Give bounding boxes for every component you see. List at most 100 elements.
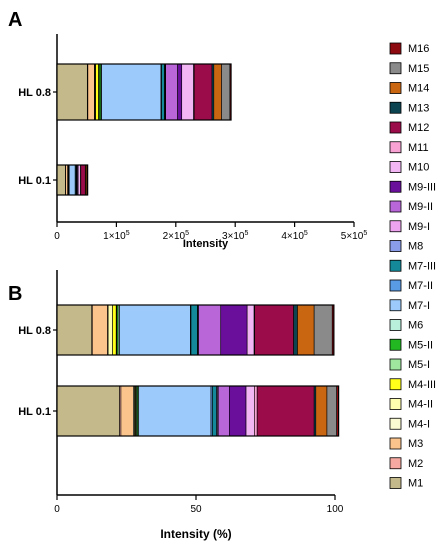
legend-label: M5-II — [408, 339, 433, 351]
legend-swatch — [389, 477, 402, 489]
legend-item-m4-ii: M4-II — [389, 398, 433, 411]
panel-b-chart: HL 0.8 HL 0.1 0 50 100 Intensity (%) — [18, 270, 344, 541]
legend-item-m9-iii: M9-III — [389, 180, 436, 193]
bar-segment-hl-0-8-m9-ii — [165, 63, 178, 121]
legend-label: M14 — [408, 83, 429, 95]
bar-hl-0-8 — [56, 63, 232, 121]
bar-segment-hl-0-1-m9-iii — [229, 385, 247, 437]
legend-item-m6: M6 — [389, 319, 423, 332]
legend-swatch — [389, 398, 402, 410]
legend-item-m11: M11 — [389, 141, 429, 154]
bar-segment-hl-0-1-m7-iii — [212, 385, 217, 437]
bar-segment-hl-0-1-m10 — [77, 164, 81, 196]
bar-segment-hl-0-1-m1 — [56, 164, 66, 196]
category-label-hl-0-8: HL 0.8 — [18, 325, 51, 337]
legend-label: M8 — [408, 241, 423, 253]
bar-segment-hl-0-8-m7-iii — [161, 63, 165, 121]
legend-swatch — [389, 279, 402, 292]
legend-label: M9-I — [408, 221, 430, 233]
legend-label: M15 — [408, 63, 429, 75]
bar-segment-hl-0-8-m14 — [297, 304, 315, 356]
legend-item-m15: M15 — [389, 62, 429, 75]
legend-swatch — [389, 378, 402, 391]
bar-segment-hl-0-8-m3 — [92, 304, 108, 356]
bar-segment-hl-0-8-m12 — [254, 304, 294, 356]
legend-item-m13: M13 — [389, 101, 429, 114]
legend-label: M1 — [408, 478, 423, 490]
legend-label: M4-III — [408, 379, 436, 391]
legend-label: M16 — [408, 43, 429, 55]
legend-label: M4-I — [408, 418, 430, 430]
legend-swatch — [389, 42, 402, 55]
legend-label: M13 — [408, 102, 429, 114]
legend-item-m7-ii: M7-II — [389, 279, 433, 292]
bar-segment-hl-0-8-m7-i — [119, 304, 191, 356]
bar-segment-hl-0-8-m10 — [181, 63, 194, 121]
legend-label: M3 — [408, 438, 423, 450]
bar-segment-hl-0-8-m9-ii — [198, 304, 222, 356]
legend-label: M12 — [408, 122, 429, 134]
legend-swatch — [389, 457, 402, 470]
legend-swatch — [389, 62, 402, 75]
bar-segment-hl-0-8-m9-iii — [220, 304, 248, 356]
bar-segment-hl-0-1-m3 — [120, 385, 134, 437]
bar-segment-hl-0-8-m4-ii — [107, 304, 113, 356]
legend-label: M4-II — [408, 399, 433, 411]
x-tick-label: 0 — [54, 231, 60, 242]
bar-segment-hl-0-8-m14 — [213, 63, 222, 121]
legend-swatch — [389, 259, 402, 272]
legend-label: M9-II — [408, 201, 433, 213]
legend-item-m7-iii: M7-III — [389, 259, 436, 272]
legend-label: M7-III — [408, 260, 436, 272]
x-tick-label: 3×105 — [222, 230, 249, 242]
legend-item-m5-ii: M5-II — [389, 338, 433, 351]
legend-item-m14: M14 — [389, 82, 429, 95]
bar-segment-hl-0-1-m15 — [326, 385, 337, 437]
x-tick-label: 1×105 — [103, 230, 130, 242]
bar-segment-hl-0-8-m4-iii — [95, 63, 99, 121]
bar-segment-hl-0-8-m1 — [56, 304, 93, 356]
legend-item-m5-i: M5-I — [389, 358, 430, 371]
legend-item-m2: M2 — [389, 457, 423, 470]
category-label-hl-0-1: HL 0.1 — [18, 175, 51, 187]
legend-item-m4-iii: M4-III — [389, 378, 436, 391]
bar-segment-hl-0-8-m1 — [56, 63, 88, 121]
legend-swatch — [389, 161, 402, 173]
legend-item-m3: M3 — [389, 437, 423, 450]
bar-segment-hl-0-1-m10 — [245, 385, 255, 437]
legend-label: M9-III — [408, 181, 436, 193]
legend-swatch — [389, 437, 402, 450]
x-tick-label: 50 — [190, 504, 202, 515]
legend-item-m8: M8 — [389, 240, 423, 253]
bar-segment-hl-0-8-m15 — [221, 63, 231, 121]
x-tick-label: 4×105 — [281, 230, 308, 242]
legend-swatch — [389, 82, 402, 94]
bar-segment-hl-0-8-m13 — [293, 304, 298, 356]
legend-swatch — [389, 101, 402, 114]
x-axis-title-a: Intensity — [183, 238, 229, 250]
bar-hl-0-1 — [56, 164, 89, 196]
bar-segment-hl-0-8-m7-iii — [190, 304, 198, 356]
x-tick-label: 0 — [54, 504, 60, 515]
legend-swatch — [389, 417, 402, 430]
legend-swatch — [389, 200, 402, 213]
legend-swatch — [389, 338, 402, 351]
bar-segment-hl-0-1-m11 — [254, 385, 258, 437]
legend-label: M7-I — [408, 300, 430, 312]
bar-segment-hl-0-8-m4-iii — [112, 304, 117, 356]
legend-item-m12: M12 — [389, 121, 429, 134]
bar-segment-hl-0-1-m7-i — [138, 385, 212, 437]
legend-item-m4-i: M4-I — [389, 417, 430, 430]
legend-label: M11 — [408, 142, 429, 154]
x-tick-label: 5×105 — [341, 230, 368, 242]
legend-item-m9-ii: M9-II — [389, 200, 433, 213]
bar-segment-hl-0-8-m7-i — [101, 63, 162, 121]
bar-segment-hl-0-8-m9-iii — [177, 63, 183, 121]
legend-swatch — [389, 141, 402, 154]
legend-item-m16: M16 — [389, 42, 429, 55]
legend-item-m7-i: M7-I — [389, 299, 430, 312]
legend-swatch — [389, 121, 402, 134]
x-axis-title-b: Intensity (%) — [160, 527, 231, 541]
legend-swatch — [389, 358, 402, 371]
panel-b-letter: B — [8, 283, 22, 305]
